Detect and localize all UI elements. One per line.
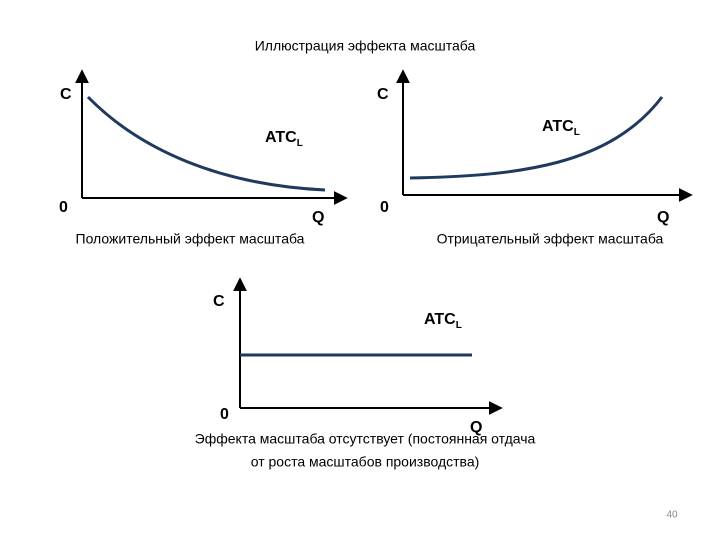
curve-subscript: L xyxy=(456,320,462,331)
caption: Положительный эффект масштаба xyxy=(76,231,305,247)
origin-label: 0 xyxy=(220,406,229,423)
y-label: C xyxy=(213,293,225,310)
y-label: C xyxy=(377,86,389,103)
curve-label: ATCL xyxy=(265,129,303,148)
curve-label: ATCL xyxy=(542,118,580,137)
origin-label: 0 xyxy=(59,199,68,216)
curve-name: ATC xyxy=(542,118,574,135)
x-label: Q xyxy=(657,209,669,226)
caption-line: от роста масштабов производства) xyxy=(251,454,480,470)
x-label: Q xyxy=(470,419,482,436)
curve-subscript: L xyxy=(297,138,303,149)
caption: Отрицательный эффект масштаба xyxy=(437,231,664,247)
panel-negative: C 0 Q ATCL Отрицательный эффект масштаба xyxy=(377,69,693,247)
curve-name: ATC xyxy=(424,311,456,328)
origin-label: 0 xyxy=(380,199,389,216)
y-label: C xyxy=(60,86,72,103)
curve-name: ATC xyxy=(265,129,297,146)
x-label: Q xyxy=(312,209,324,226)
caption-line: Эффекта масштаба отсутствует (постоянная… xyxy=(195,431,536,447)
atc-curve xyxy=(409,96,664,180)
title: Иллюстрация эффекта масштаба xyxy=(255,38,476,54)
panel-positive: C 0 Q ATCL Положительный эффект масштаба xyxy=(59,69,348,247)
curve-label: ATCL xyxy=(424,311,462,330)
panel-constant: C 0 Q ATCL Эффекта масштаба отсутствует … xyxy=(195,277,536,470)
curve-subscript: L xyxy=(574,127,580,138)
page-number: 40 xyxy=(666,510,678,521)
atc-curve xyxy=(86,95,326,192)
